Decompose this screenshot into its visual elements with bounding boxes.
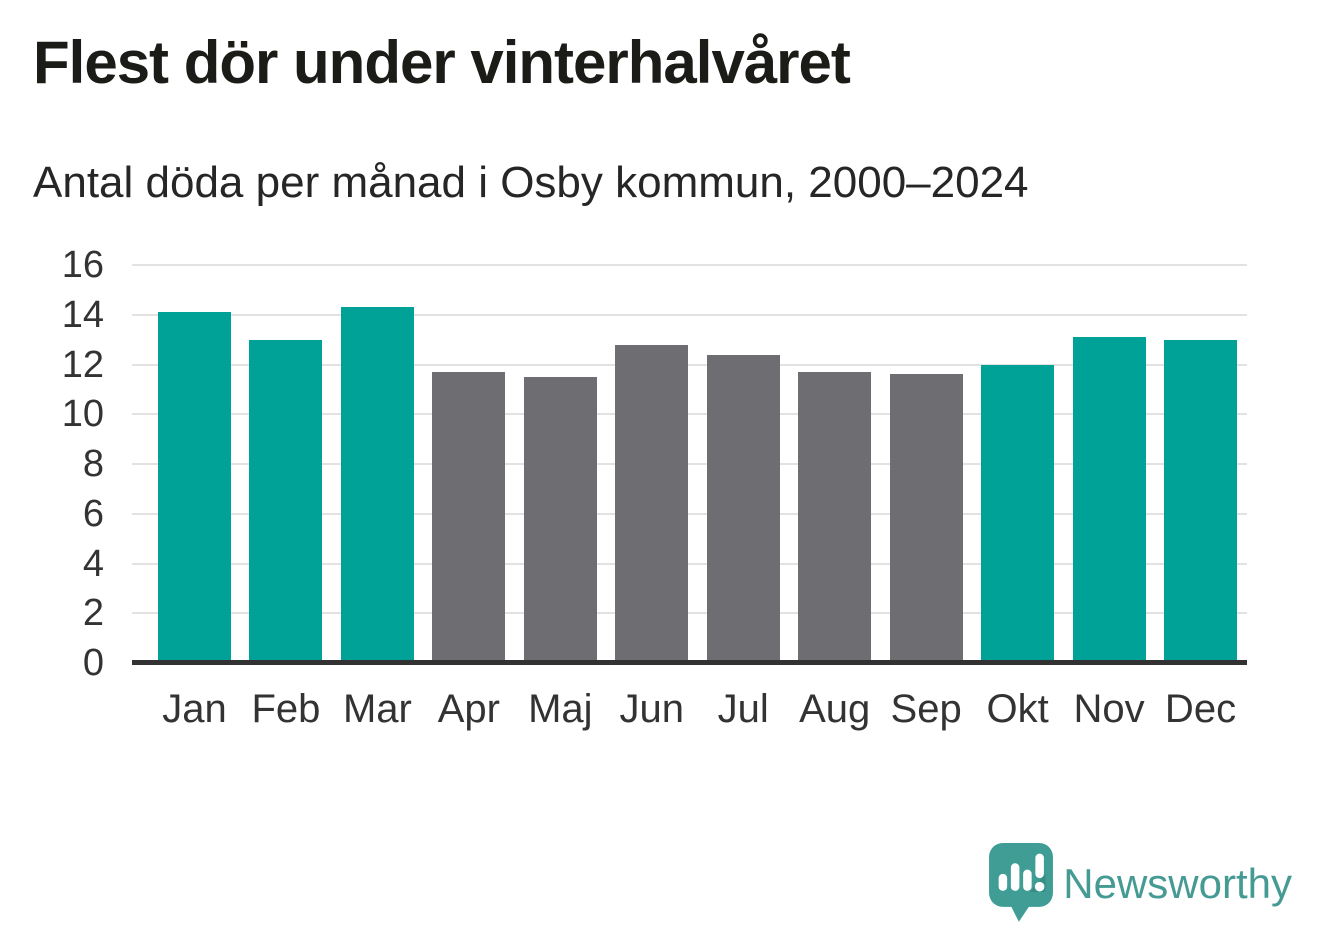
y-axis-tick-label-16: 16 [61, 244, 104, 286]
bar-aug [798, 371, 872, 663]
x-axis-label-feb: Feb [251, 687, 321, 731]
newsworthy-logo-icon [989, 843, 1054, 922]
bar-feb [249, 339, 323, 663]
gridline-12 [132, 363, 1247, 366]
x-axis-label-sep: Sep [890, 687, 962, 731]
chart-subtitle: Antal döda per månad i Osby kommun, 2000… [33, 158, 1029, 207]
gridline-14 [132, 313, 1247, 316]
y-axis-tick-label-12: 12 [61, 343, 104, 386]
y-axis-tick-label-6: 6 [82, 492, 104, 535]
gridline-8 [132, 463, 1247, 465]
gridline-16 [132, 264, 1247, 266]
y-axis-tick-label-14: 14 [61, 293, 104, 336]
gridline-6 [132, 512, 1247, 515]
bars-layer [132, 265, 1247, 663]
bar-okt [981, 364, 1055, 663]
x-axis-label-nov: Nov [1073, 687, 1145, 731]
x-axis-label-mar: Mar [342, 687, 412, 731]
bar-sep [889, 374, 963, 663]
bar-maj [523, 376, 597, 663]
y-axis-tick-label-8: 8 [82, 443, 104, 485]
newsworthy-logo: Newsworthy [989, 843, 1292, 925]
bar-mar [340, 307, 414, 663]
gridline-10 [132, 413, 1247, 416]
y-axis-tick-label-10: 10 [61, 393, 104, 436]
x-axis-labels: Jan Feb Mar Apr Maj Jun Jul Aug Sep Okt Nov Dec [132, 689, 1247, 741]
bar-jul [706, 354, 780, 663]
y-axis-labels: 0 2 4 6 8 10 12 14 16 [20, 246, 118, 682]
gridline-4 [132, 562, 1247, 565]
x-axis-label-dec: Dec [1164, 687, 1237, 731]
plot-area [132, 264, 1247, 665]
x-axis-label-jan: Jan [162, 687, 227, 731]
bar-jun [615, 344, 689, 663]
chart-title: Flest dör under vinterhalvåret [33, 29, 851, 96]
x-axis-label-apr: Apr [437, 687, 500, 731]
y-axis-tick-label-4: 4 [82, 542, 104, 585]
x-axis-label-jul: Jul [717, 687, 769, 731]
newsworthy-logo-text: Newsworthy [1063, 860, 1292, 907]
gridline-2 [132, 612, 1247, 615]
x-axis-label-aug: Aug [799, 687, 871, 731]
x-axis-label-jun: Jun [619, 687, 685, 731]
y-axis-tick-label-0: 0 [82, 642, 104, 684]
x-axis-label-okt: Okt [986, 687, 1049, 731]
x-axis-line [132, 660, 1247, 665]
x-axis-label-maj: Maj [528, 687, 593, 731]
bar-jan [158, 312, 231, 663]
bar-dec [1163, 339, 1237, 663]
bar-apr [432, 371, 506, 663]
bar-nov [1072, 337, 1146, 663]
y-axis-tick-label-2: 2 [82, 592, 104, 635]
